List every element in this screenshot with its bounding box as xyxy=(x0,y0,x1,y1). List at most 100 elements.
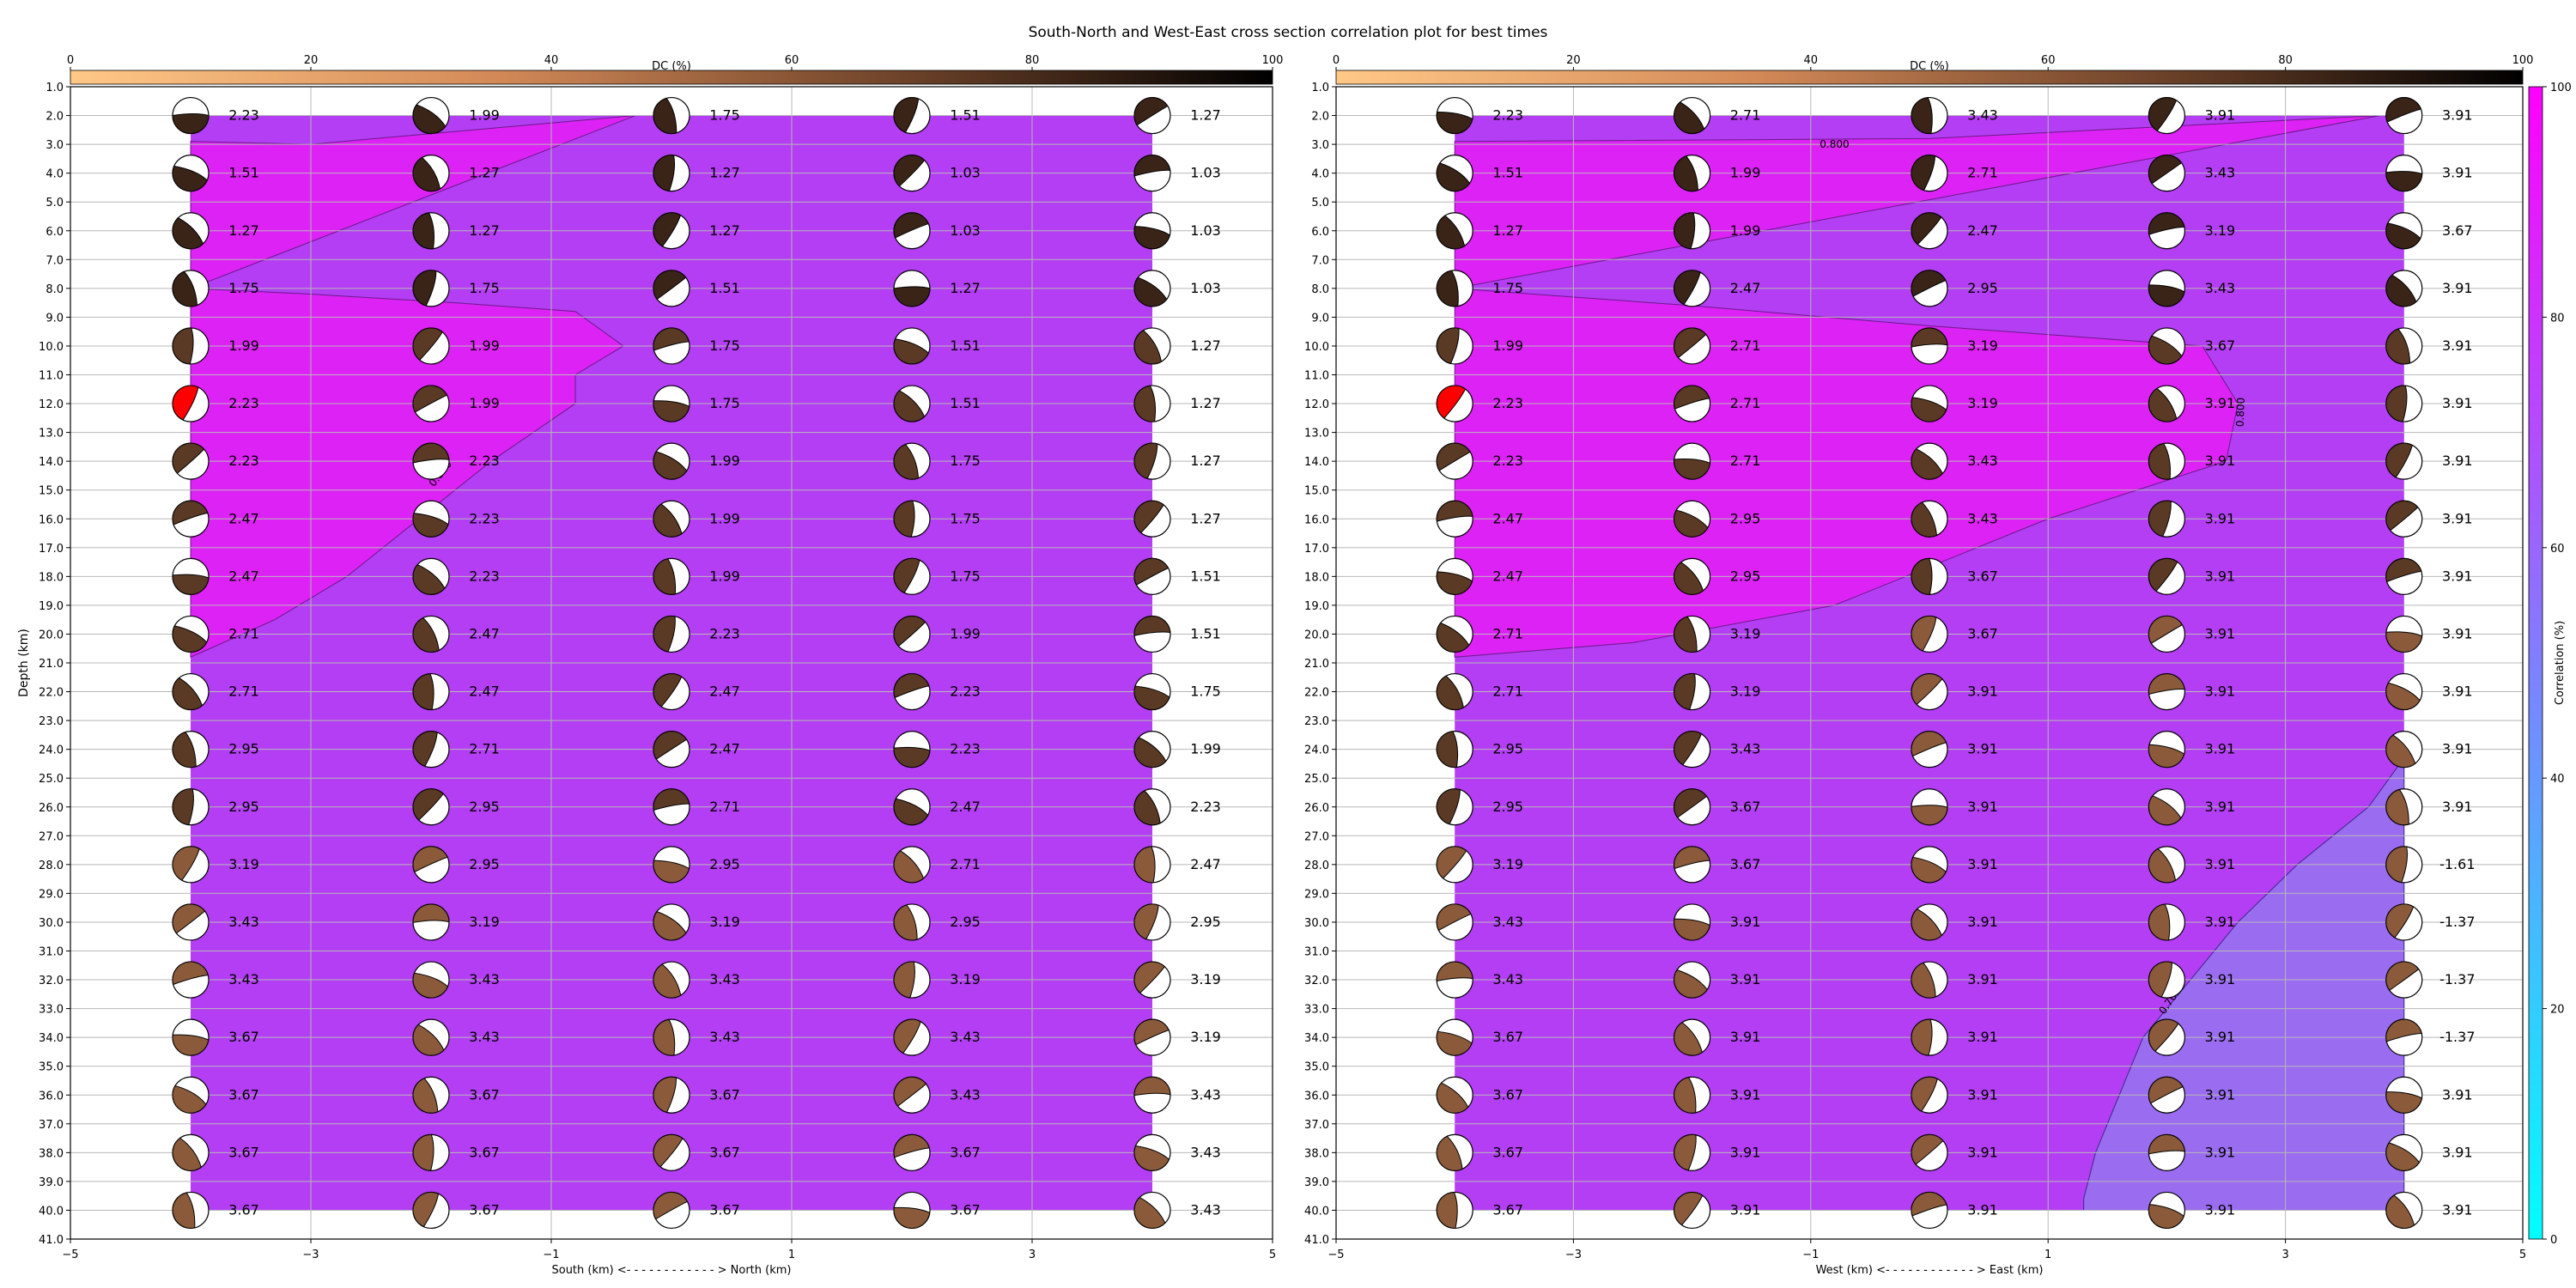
beachball xyxy=(2148,442,2185,480)
beachball xyxy=(172,1076,210,1114)
y-tick-label: 41.0 xyxy=(39,1234,64,1247)
time-label: 1.99 xyxy=(709,453,740,469)
y-tick-label: 2.0 xyxy=(46,111,64,124)
correlation-colorbar-label: Correlation (%) xyxy=(2554,621,2567,705)
y-tick-label: 12.0 xyxy=(39,398,64,411)
beachball-compressional xyxy=(2148,848,2177,884)
x-tick-label: 3 xyxy=(2281,1249,2288,1261)
time-label: 1.99 xyxy=(1492,337,1523,354)
beachball xyxy=(653,212,690,250)
beachball xyxy=(1911,212,1948,250)
beachball xyxy=(2148,846,2185,884)
beachball-compressional xyxy=(172,1192,196,1229)
beachball-compressional xyxy=(1911,1076,1938,1112)
time-label: 2.47 xyxy=(950,799,981,815)
time-label: 1.99 xyxy=(228,337,259,354)
time-label: 3.91 xyxy=(1967,856,1998,872)
beachball xyxy=(1133,327,1171,365)
beachball xyxy=(2148,212,2185,250)
time-label: 2.71 xyxy=(469,741,500,757)
x-tick-label: −3 xyxy=(1565,1249,1582,1261)
dc-colorbar-tick-label: 80 xyxy=(2278,54,2293,67)
y-tick-label: 16.0 xyxy=(39,513,64,526)
beachball-compressional xyxy=(1674,155,1698,192)
time-label: 3.67 xyxy=(709,1201,740,1218)
beachball xyxy=(2385,96,2423,135)
beachball-compressional xyxy=(1436,903,1472,932)
x-tick-label: −3 xyxy=(302,1249,319,1261)
beachball xyxy=(653,1018,690,1056)
beachball-compressional xyxy=(1436,162,1471,192)
beachball-compressional xyxy=(2385,788,2409,826)
beachball-compressional xyxy=(893,615,927,647)
time-label: 3.67 xyxy=(1492,1086,1523,1103)
y-tick-label: 8.0 xyxy=(46,283,64,296)
beachball xyxy=(893,557,931,595)
beachball-compressional xyxy=(653,788,690,811)
x-tick-label: −5 xyxy=(62,1249,78,1261)
beachball-compressional xyxy=(1436,215,1466,250)
beachball xyxy=(2148,1018,2185,1056)
time-label: 1.27 xyxy=(469,222,500,239)
beachball xyxy=(412,846,450,884)
beachball-compressional xyxy=(653,1133,683,1168)
y-tick-label: 41.0 xyxy=(1304,1234,1329,1247)
correlation-colorbar-tick-label: 0 xyxy=(2550,1234,2557,1247)
y-tick-label: 14.0 xyxy=(1304,456,1329,469)
time-label: 3.91 xyxy=(1730,914,1761,930)
beachball xyxy=(172,1191,210,1230)
time-label: 2.71 xyxy=(228,625,259,641)
beachball xyxy=(1911,788,1948,826)
y-tick-label: 29.0 xyxy=(39,888,64,901)
time-label: 2.71 xyxy=(1492,625,1523,641)
time-label: 3.91 xyxy=(1730,971,1761,987)
time-label: 3.19 xyxy=(228,856,259,872)
beachball xyxy=(1673,327,1711,365)
y-tick-label: 1.0 xyxy=(1311,82,1329,94)
contour-label: 0.800 xyxy=(2234,398,2247,428)
y-tick-label: 13.0 xyxy=(1304,428,1329,440)
beachball-compressional xyxy=(1133,558,1170,586)
time-label: 2.23 xyxy=(1492,395,1523,411)
beachball xyxy=(1133,672,1171,711)
time-label: 1.51 xyxy=(228,165,259,181)
beachball xyxy=(653,442,690,480)
beachball-compressional xyxy=(1911,1018,1933,1056)
time-label: -1.61 xyxy=(2439,856,2475,872)
dc-colorbar-tick-label: 0 xyxy=(67,54,74,67)
beachball xyxy=(1133,1076,1171,1114)
beachball xyxy=(172,1018,210,1056)
beachball xyxy=(172,500,210,538)
beachball-compressional xyxy=(1436,731,1459,769)
beachball xyxy=(412,327,450,365)
beachball-compressional xyxy=(172,574,210,595)
beachball xyxy=(1133,1133,1171,1171)
beachball xyxy=(172,846,210,884)
beachball xyxy=(1133,961,1171,999)
beachball xyxy=(1436,1018,1473,1056)
time-label: 3.91 xyxy=(1967,1029,1998,1045)
beachball-compressional xyxy=(1436,846,1467,879)
time-label: 3.67 xyxy=(1967,625,1998,641)
time-label: 1.27 xyxy=(1190,337,1221,354)
time-label: 2.23 xyxy=(950,683,981,700)
y-tick-label: 26.0 xyxy=(39,802,64,815)
beachball xyxy=(893,672,931,711)
y-tick-label: 12.0 xyxy=(1304,398,1329,411)
beachball-compressional xyxy=(1436,442,1471,471)
time-label: 3.67 xyxy=(228,1144,259,1160)
beachball-compressional xyxy=(1674,731,1703,766)
beachball-compressional xyxy=(1674,459,1711,480)
beachball-compressional xyxy=(172,625,208,653)
beachball xyxy=(893,788,931,826)
time-label: 3.91 xyxy=(1967,741,1998,757)
beachball xyxy=(2148,500,2185,538)
time-label: 3.91 xyxy=(2442,395,2473,411)
time-label: 3.19 xyxy=(1967,337,1998,354)
beachball xyxy=(1133,442,1171,480)
time-label: 3.19 xyxy=(469,914,500,930)
beachball-compressional xyxy=(1674,673,1696,710)
beachball-compressional xyxy=(893,1076,927,1107)
beachball xyxy=(893,1018,931,1056)
beachball-compressional xyxy=(1436,1030,1473,1056)
